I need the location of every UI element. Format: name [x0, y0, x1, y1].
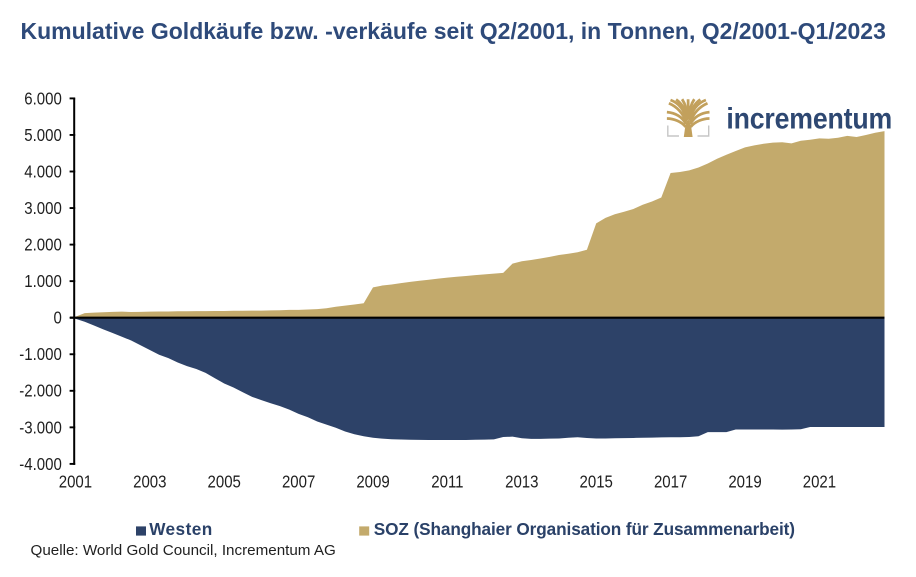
svg-text:incrementum: incrementum — [726, 102, 892, 135]
svg-text:3.000: 3.000 — [24, 199, 62, 218]
svg-text:Quelle: World Gold Council, In: Quelle: World Gold Council, Incrementum … — [31, 542, 336, 559]
svg-text:2.000: 2.000 — [24, 236, 62, 255]
svg-text:5.000: 5.000 — [24, 126, 62, 145]
svg-text:SOZ (Shanghaier Organisation f: SOZ (Shanghaier Organisation für Zusamme… — [374, 519, 795, 539]
svg-text:2015: 2015 — [580, 472, 613, 491]
svg-text:2007: 2007 — [282, 472, 315, 491]
svg-text:2013: 2013 — [505, 472, 538, 491]
svg-text:1.000: 1.000 — [24, 272, 62, 291]
svg-text:2009: 2009 — [356, 472, 389, 491]
svg-text:4.000: 4.000 — [24, 162, 62, 181]
svg-text:2001: 2001 — [59, 472, 92, 491]
svg-text:Kumulative Goldkäufe bzw. -ver: Kumulative Goldkäufe bzw. -verkäufe seit… — [21, 18, 886, 44]
svg-text:2003: 2003 — [133, 472, 166, 491]
svg-text:2021: 2021 — [803, 472, 836, 491]
svg-text:0: 0 — [53, 309, 61, 328]
svg-text:-3.000: -3.000 — [19, 418, 61, 437]
svg-text:-2.000: -2.000 — [19, 382, 61, 401]
svg-text:Westen: Westen — [149, 519, 213, 539]
svg-text:-1.000: -1.000 — [19, 345, 61, 364]
svg-text:2005: 2005 — [208, 472, 241, 491]
svg-text:2019: 2019 — [728, 472, 761, 491]
svg-text:2017: 2017 — [654, 472, 687, 491]
svg-text:2011: 2011 — [431, 472, 463, 491]
svg-text:6.000: 6.000 — [24, 89, 62, 108]
svg-text:-4.000: -4.000 — [19, 455, 61, 474]
